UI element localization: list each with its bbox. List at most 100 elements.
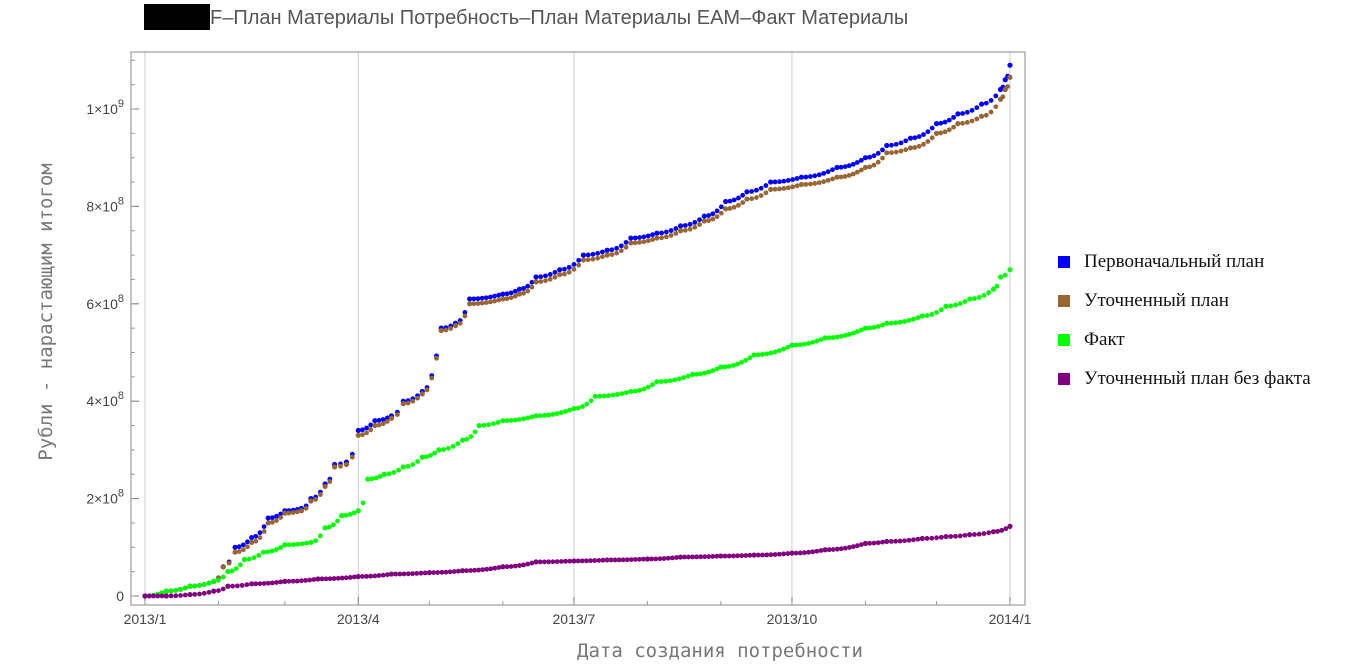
data-point-fill xyxy=(178,586,183,592)
data-point-fill xyxy=(911,537,916,543)
data-point-fill xyxy=(508,417,514,423)
data-point-fill xyxy=(480,567,486,573)
data-point-fill xyxy=(615,392,620,397)
data-point-fill xyxy=(902,319,907,324)
data-point xyxy=(955,121,961,127)
data-point-fill xyxy=(692,224,698,230)
data-point-fill xyxy=(731,204,737,210)
data-point-fill xyxy=(718,210,724,216)
data-point-fill xyxy=(327,576,333,582)
data-point-fill xyxy=(206,589,212,595)
data-point xyxy=(677,554,684,560)
data-point-fill xyxy=(443,569,449,575)
data-point-fill xyxy=(981,293,987,298)
data-point-fill xyxy=(929,125,935,131)
data-point xyxy=(187,591,193,598)
data-point-fill xyxy=(327,479,333,484)
data-point xyxy=(308,539,314,546)
data-point-fill xyxy=(448,326,454,331)
data-point xyxy=(798,181,805,188)
data-point xyxy=(654,235,660,241)
data-point-fill xyxy=(601,393,607,399)
data-point-fill xyxy=(583,558,589,564)
data-point-fill xyxy=(414,571,420,576)
data-point-fill xyxy=(641,239,647,245)
data-point-fill xyxy=(650,232,655,238)
data-point-fill xyxy=(645,238,651,244)
data-point-fill xyxy=(488,299,493,305)
data-point-fill xyxy=(898,148,904,154)
plot-border xyxy=(130,51,1026,606)
data-point-fill xyxy=(665,555,671,561)
data-point-fill xyxy=(816,180,822,186)
data-point-fill xyxy=(1005,84,1011,89)
data-point xyxy=(225,569,231,575)
data-point-fill xyxy=(512,288,518,294)
data-point-fill xyxy=(472,567,478,573)
data-point-fill xyxy=(567,407,573,413)
data-point-fill xyxy=(942,119,948,125)
data-point xyxy=(943,533,949,540)
data-point-fill xyxy=(637,235,642,240)
data-point-fill xyxy=(347,512,353,517)
data-point-fill xyxy=(529,560,535,566)
data-point-fill xyxy=(755,352,761,358)
data-point-fill xyxy=(893,538,899,544)
data-point-fill xyxy=(772,349,778,355)
data-point-fill xyxy=(319,576,325,582)
data-point-fill xyxy=(888,320,894,326)
data-point xyxy=(862,155,869,161)
data-point-fill xyxy=(640,556,646,562)
data-point-fill xyxy=(192,592,198,597)
data-point-fill xyxy=(682,227,688,233)
data-point-fill xyxy=(377,473,383,479)
data-point-fill xyxy=(273,547,279,552)
data-point-fill xyxy=(339,575,345,581)
data-point-fill xyxy=(529,414,535,420)
data-point-fill xyxy=(830,547,836,552)
data-point-fill xyxy=(893,320,899,326)
data-point xyxy=(355,508,361,514)
data-point-fill xyxy=(146,593,152,599)
data-point-fill xyxy=(566,264,572,270)
data-point-fill xyxy=(542,413,547,418)
data-point-fill xyxy=(240,542,246,548)
data-point-fill xyxy=(253,538,259,544)
data-point-fill xyxy=(521,290,526,296)
data-point-fill xyxy=(867,540,873,546)
legend-item: Уточненный план без факта xyxy=(1058,359,1311,398)
data-point-fill xyxy=(854,169,860,175)
data-point-fill xyxy=(547,276,553,282)
data-point-fill xyxy=(790,184,796,190)
data-point-fill xyxy=(585,252,591,258)
data-point-fill xyxy=(659,230,665,236)
data-point xyxy=(723,206,729,212)
data-point xyxy=(933,130,940,136)
data-point-fill xyxy=(807,174,813,179)
data-point-fill xyxy=(867,164,873,170)
data-point-fill xyxy=(668,228,674,233)
data-point-fill xyxy=(590,251,596,257)
data-point-fill xyxy=(838,546,844,552)
data-point-fill xyxy=(455,441,461,447)
data-point-fill xyxy=(969,118,975,124)
data-point-fill xyxy=(331,522,336,528)
data-point-fill xyxy=(364,430,369,436)
data-point-fill xyxy=(432,450,438,456)
data-point xyxy=(476,422,482,429)
data-point-fill xyxy=(368,422,374,428)
data-point xyxy=(884,142,890,149)
data-point xyxy=(232,544,238,550)
data-point-fill xyxy=(628,557,634,563)
data-point-fill xyxy=(384,415,390,421)
data-point-fill xyxy=(714,366,720,372)
data-point-fill xyxy=(245,539,250,545)
x-axis-title: Дата создания потребности xyxy=(577,640,863,662)
data-point-fill xyxy=(405,400,411,406)
data-point-fill xyxy=(632,388,638,394)
data-point-fill xyxy=(755,552,761,558)
data-point xyxy=(884,150,890,156)
data-point-fill xyxy=(490,421,496,427)
data-point-fill xyxy=(508,295,514,301)
series-Уточненный план без факта xyxy=(142,523,1013,599)
